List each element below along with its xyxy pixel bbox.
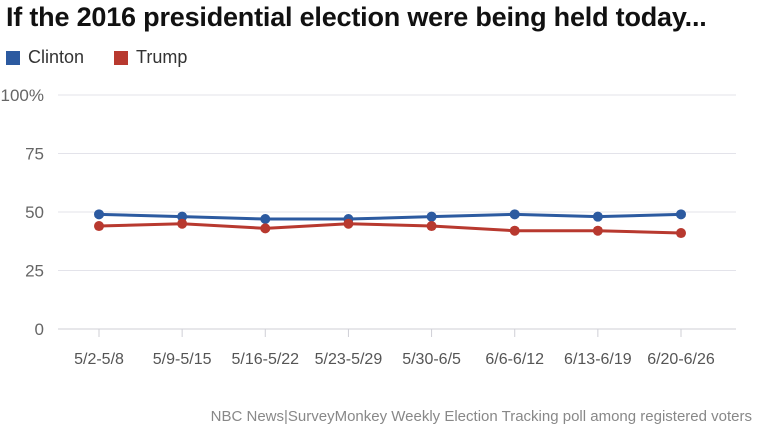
x-tick-label-6: 6/13-6/19 bbox=[564, 351, 632, 368]
data-point-trump-2 bbox=[260, 223, 271, 234]
legend-swatch-clinton bbox=[6, 50, 20, 65]
data-point-trump-4 bbox=[426, 221, 437, 232]
data-point-clinton-1 bbox=[177, 211, 188, 222]
data-point-trump-6 bbox=[592, 225, 603, 236]
x-tick-label-4: 5/30-6/5 bbox=[402, 351, 461, 368]
x-tick-label-3: 5/23-5/29 bbox=[315, 351, 383, 368]
y-tick-label-50: 50 bbox=[25, 203, 44, 222]
data-point-trump-5 bbox=[509, 225, 520, 236]
chart-title: If the 2016 presidential election were b… bbox=[6, 2, 707, 32]
legend-item-clinton: Clinton bbox=[6, 47, 84, 68]
y-tick-label-0: 0 bbox=[35, 320, 44, 339]
legend-item-trump: Trump bbox=[114, 47, 187, 68]
data-point-trump-7 bbox=[676, 228, 686, 239]
x-tick-label-0: 5/2-5/8 bbox=[74, 351, 124, 368]
data-point-trump-0 bbox=[94, 221, 104, 232]
source-note: NBC News|SurveyMonkey Weekly Election Tr… bbox=[210, 408, 752, 425]
y-tick-label-75: 75 bbox=[25, 145, 44, 164]
data-point-clinton-0 bbox=[94, 209, 104, 220]
y-tick-label-25: 25 bbox=[25, 262, 44, 281]
legend-label-trump: Trump bbox=[136, 47, 188, 67]
data-point-trump-1 bbox=[177, 218, 188, 229]
data-point-clinton-2 bbox=[260, 214, 271, 225]
series-line-clinton bbox=[97, 212, 683, 221]
data-point-clinton-6 bbox=[592, 211, 603, 222]
legend-swatch-trump bbox=[114, 50, 129, 65]
legend: Clinton Trump bbox=[6, 47, 187, 68]
data-point-clinton-7 bbox=[676, 209, 686, 220]
x-tick-label-2: 5/16-5/22 bbox=[231, 351, 299, 368]
data-point-trump-3 bbox=[343, 218, 354, 229]
x-tick-label-5: 6/6-6/12 bbox=[485, 351, 544, 368]
data-point-clinton-4 bbox=[426, 211, 437, 222]
x-tick-label-7: 6/20-6/26 bbox=[647, 351, 715, 368]
series-line-trump bbox=[97, 222, 683, 235]
data-point-clinton-5 bbox=[509, 209, 520, 220]
x-tick-label-1: 5/9-5/15 bbox=[153, 351, 212, 368]
y-tick-label-100: 100% bbox=[1, 86, 44, 105]
legend-label-clinton: Clinton bbox=[28, 47, 85, 67]
